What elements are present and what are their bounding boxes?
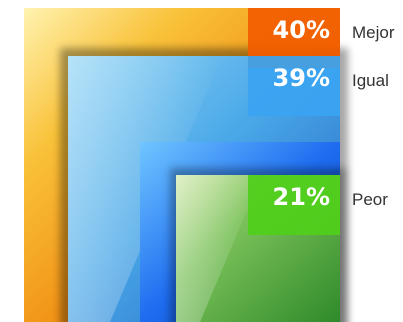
value-label-mejor: 40% [273,16,330,44]
value-label-igual: 39% [273,64,330,92]
legend-label-peor: Peor [352,190,388,209]
legend-label-igual: Igual [352,71,389,90]
badge-peor [248,175,340,235]
shine-green [176,175,262,322]
value-label-peor: 21% [273,183,330,211]
legend-label-mejor: Mejor [352,23,395,42]
badge-igual [248,56,340,116]
